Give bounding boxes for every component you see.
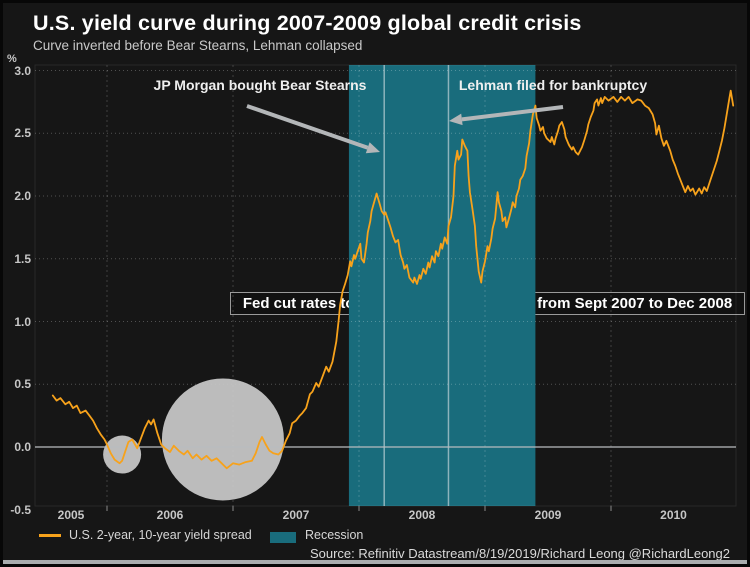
legend-recession-label: Recession (305, 528, 364, 542)
bottom-frame-bar (3, 560, 747, 564)
y-tick-label: 3.0 (14, 63, 31, 78)
inversion-highlight-circle (103, 435, 142, 474)
yield-spread-line (51, 89, 735, 470)
plot-border (34, 64, 737, 507)
y-tick-label: 0.5 (14, 377, 31, 392)
legend-line-swatch (39, 534, 61, 537)
annotation-bear-stearns: JP Morgan bought Bear Stearns (153, 77, 367, 93)
page-subtitle: Curve inverted before Bear Stearns, Lehm… (33, 38, 363, 53)
inversion-highlight-circle (161, 378, 284, 501)
source-attribution: Source: Refinitiv Datastream/8/19/2019/R… (309, 546, 730, 561)
arrow-lehman-head (449, 113, 463, 126)
y-tick-label: 2.5 (14, 126, 31, 141)
legend-series-label: U.S. 2-year, 10-year yield spread (69, 528, 252, 542)
page-title: U.S. yield curve during 2007-2009 global… (33, 11, 582, 35)
x-tick-label: 2007 (282, 508, 310, 522)
x-tick-label: 2010 (660, 508, 687, 522)
x-tick-label: 2009 (534, 508, 562, 522)
y-tick-label: 1.0 (14, 314, 31, 329)
y-axis-unit-label: % (7, 53, 17, 65)
arrow-lehman (461, 105, 564, 122)
y-tick-label: 1.5 (14, 251, 31, 266)
x-tick-label: 2006 (156, 508, 184, 522)
x-tick-label: 2008 (408, 508, 436, 522)
x-tick-label: 2005 (57, 508, 85, 522)
arrow-bear-stearns-head (365, 142, 380, 154)
recession-band (348, 65, 536, 506)
annotation-lehman: Lehman filed for bankruptcy (458, 77, 648, 93)
y-tick-label: -0.5 (10, 502, 31, 517)
fed-rate-cut-note: Fed cut rates to 0.00%-0.25% from 4.75% … (230, 292, 745, 315)
y-tick-label: 0.0 (14, 440, 31, 454)
y-tick-label: 2.0 (14, 189, 31, 203)
legend-recession-swatch (270, 532, 296, 543)
arrow-bear-stearns (246, 104, 369, 150)
fed-rate-cut-note-text: Fed cut rates to 0.00%-0.25% from 4.75% … (242, 295, 733, 312)
